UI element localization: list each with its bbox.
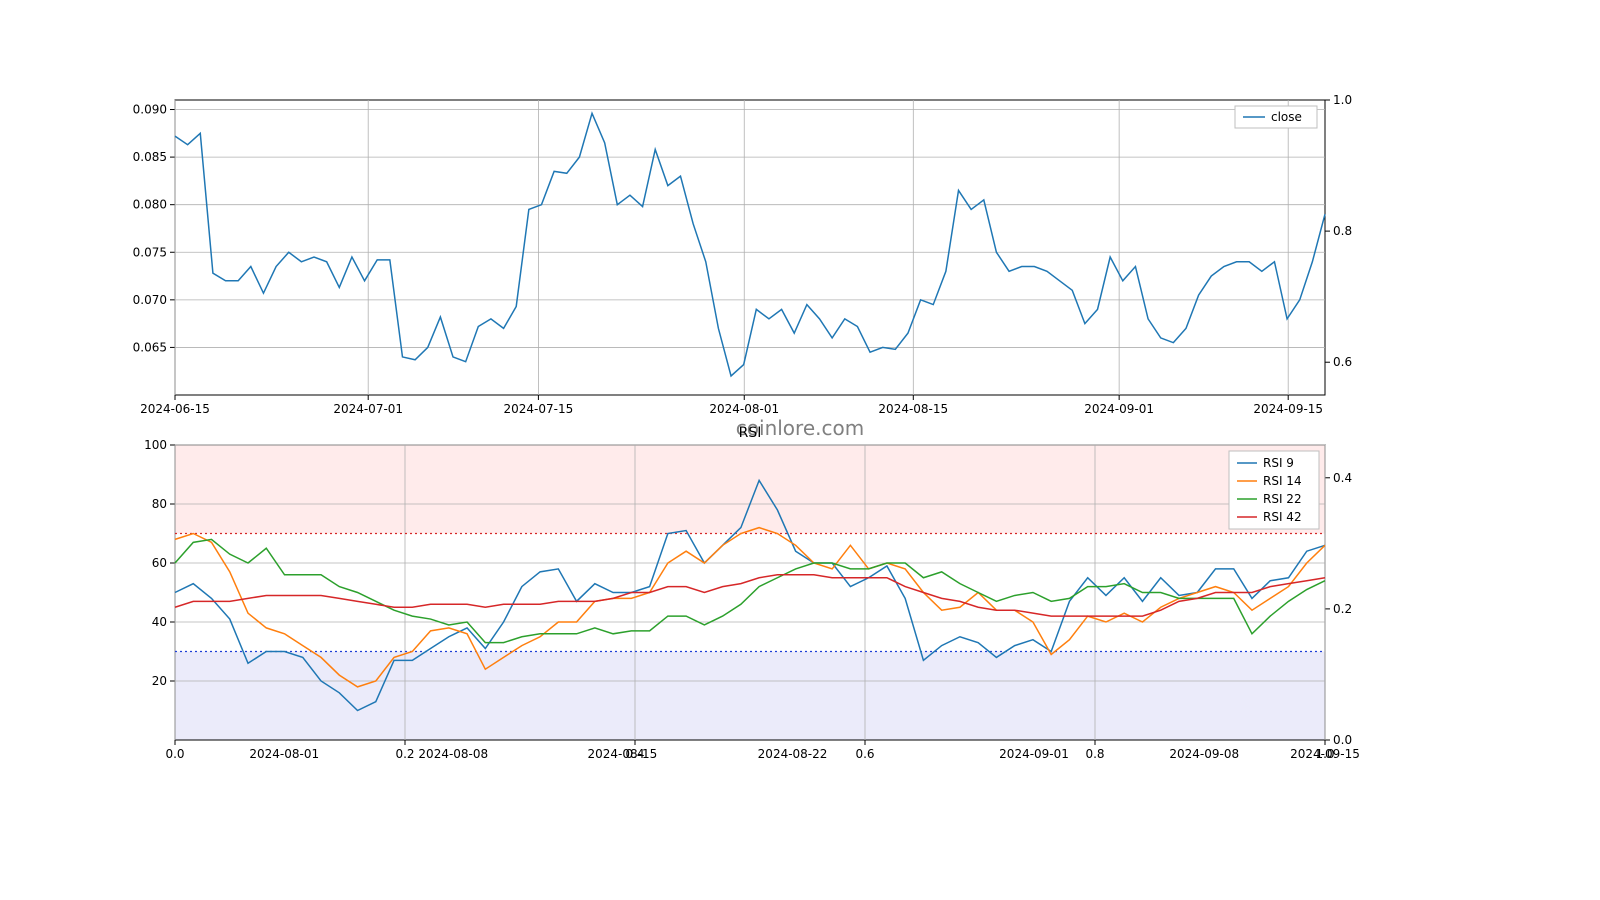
rsi-xtick-bottom-label: 0.6 bbox=[855, 747, 874, 761]
price-xtick-label: 2024-07-15 bbox=[504, 402, 574, 416]
rsi-overbought-band bbox=[175, 445, 1325, 534]
price-ytick-label: 0.090 bbox=[133, 103, 167, 117]
price-ytick-label: 0.070 bbox=[133, 293, 167, 307]
rsi-xtick-date-label: 2024-09-15 bbox=[1290, 747, 1360, 761]
price-ytick-right-label: 0.8 bbox=[1333, 224, 1352, 238]
figure: { "background_color": "#ffffff", "waterm… bbox=[0, 0, 1600, 900]
rsi-ytick-label: 100 bbox=[144, 438, 167, 452]
rsi-xtick-date-label: 2024-08-15 bbox=[587, 747, 657, 761]
price-ytick-label: 0.080 bbox=[133, 198, 167, 212]
price-line-close bbox=[175, 113, 1325, 376]
rsi-xtick-bottom-label: 0.8 bbox=[1085, 747, 1104, 761]
price-legend-label: close bbox=[1271, 110, 1302, 124]
rsi-xtick-date-label: 2024-08-08 bbox=[418, 747, 488, 761]
rsi-xtick-date-label: 2024-09-01 bbox=[999, 747, 1069, 761]
price-axes bbox=[175, 100, 1325, 395]
price-xtick-label: 2024-09-15 bbox=[1253, 402, 1323, 416]
price-xtick-label: 2024-08-15 bbox=[878, 402, 948, 416]
price-xtick-label: 2024-07-01 bbox=[333, 402, 403, 416]
rsi-xtick-date-label: 2024-09-08 bbox=[1169, 747, 1239, 761]
rsi-ytick-label: 80 bbox=[152, 497, 167, 511]
chart-svg: 0.0650.0700.0750.0800.0850.0900.60.81.02… bbox=[0, 0, 1600, 900]
price-ytick-right-label: 1.0 bbox=[1333, 93, 1352, 107]
price-xtick-label: 2024-08-01 bbox=[709, 402, 779, 416]
rsi-ytick-right-label: 0.4 bbox=[1333, 471, 1352, 485]
rsi-xtick-date-label: 2024-08-22 bbox=[758, 747, 828, 761]
rsi-oversold-band bbox=[175, 652, 1325, 741]
rsi-title: RSI bbox=[739, 425, 762, 441]
price-ytick-label: 0.065 bbox=[133, 340, 167, 354]
rsi-line-rsi-22 bbox=[175, 539, 1325, 642]
price-ytick-right-label: 0.6 bbox=[1333, 355, 1352, 369]
rsi-xtick-date-label: 2024-08-01 bbox=[249, 747, 319, 761]
price-xtick-label: 2024-06-15 bbox=[140, 402, 210, 416]
rsi-ytick-label: 20 bbox=[152, 674, 167, 688]
price-ytick-label: 0.085 bbox=[133, 150, 167, 164]
rsi-legend-label: RSI 14 bbox=[1263, 474, 1302, 488]
rsi-ytick-right-label: 0.2 bbox=[1333, 602, 1352, 616]
rsi-xtick-bottom-label: 0.0 bbox=[165, 747, 184, 761]
rsi-legend-label: RSI 9 bbox=[1263, 456, 1294, 470]
rsi-xtick-bottom-label: 0.2 bbox=[395, 747, 414, 761]
price-ytick-label: 0.075 bbox=[133, 245, 167, 259]
rsi-legend-label: RSI 22 bbox=[1263, 492, 1302, 506]
rsi-ytick-right-label: 0.0 bbox=[1333, 733, 1352, 747]
rsi-legend: RSI 9 RSI 14 RSI 22 RSI 42 bbox=[1229, 451, 1319, 529]
price-xtick-label: 2024-09-01 bbox=[1084, 402, 1154, 416]
rsi-ytick-label: 40 bbox=[152, 615, 167, 629]
rsi-legend-label: RSI 42 bbox=[1263, 510, 1302, 524]
price-legend: close bbox=[1235, 106, 1317, 128]
rsi-ytick-label: 60 bbox=[152, 556, 167, 570]
